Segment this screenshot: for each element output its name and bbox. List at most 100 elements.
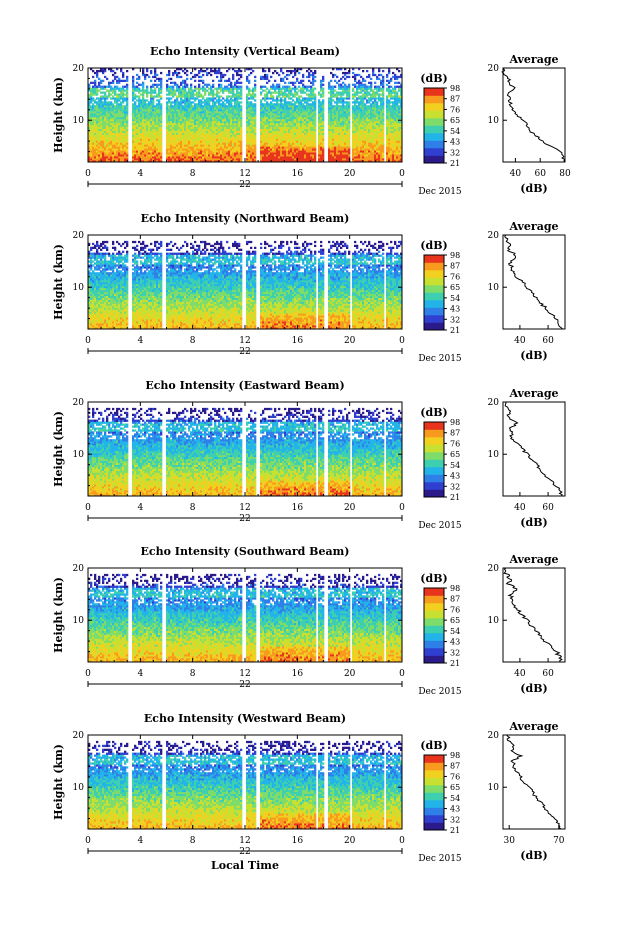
heatmap-cell bbox=[96, 109, 99, 112]
heatmap-cell bbox=[274, 126, 277, 130]
heatmap-cell bbox=[264, 93, 267, 96]
heatmap-cell bbox=[296, 107, 299, 110]
heatmap-cell bbox=[200, 122, 203, 126]
heatmap-cell bbox=[96, 69, 99, 73]
heatmap-cell bbox=[250, 115, 253, 118]
heatmap-cell bbox=[232, 158, 235, 161]
heatmap-cell bbox=[186, 73, 189, 77]
heatmap-cell bbox=[146, 69, 149, 73]
heatmap-cell bbox=[272, 113, 275, 116]
heatmap-cell bbox=[90, 130, 93, 133]
heatmap-cell bbox=[94, 109, 97, 112]
heatmap-cell bbox=[296, 111, 299, 114]
heatmap-cell bbox=[288, 95, 291, 98]
heatmap-cell bbox=[192, 116, 195, 120]
heatmap-cell bbox=[340, 124, 343, 128]
heatmap-cell bbox=[198, 105, 201, 108]
heatmap-cell bbox=[312, 77, 315, 81]
heatmap-cell bbox=[250, 118, 253, 122]
heatmap-cell bbox=[134, 152, 137, 155]
heatmap-cell bbox=[342, 144, 345, 147]
heatmap-cell bbox=[264, 136, 267, 139]
heatmap-cell bbox=[144, 152, 147, 155]
heatmap-cell bbox=[120, 138, 123, 141]
heatmap-cell bbox=[140, 130, 143, 133]
heatmap-cell bbox=[176, 120, 179, 124]
heatmap-cell bbox=[280, 120, 283, 124]
heatmap-cell bbox=[276, 126, 279, 130]
heatmap-cell bbox=[148, 128, 151, 131]
heatmap-cell bbox=[92, 107, 95, 110]
heatmap-cell bbox=[352, 152, 355, 155]
heatmap-cell bbox=[342, 126, 345, 130]
heatmap-cell bbox=[236, 71, 239, 75]
heatmap-cell bbox=[174, 158, 177, 161]
heatmap-cell bbox=[158, 148, 161, 151]
heatmap-cell bbox=[322, 77, 325, 81]
heatmap-cell bbox=[172, 146, 175, 149]
heatmap-cell bbox=[190, 150, 193, 153]
heatmap-cell bbox=[144, 136, 147, 139]
heatmap-cell bbox=[172, 148, 175, 151]
heatmap-cell bbox=[142, 111, 145, 114]
heatmap-cell bbox=[336, 146, 339, 149]
heatmap-cell bbox=[346, 89, 349, 92]
heatmap-cell bbox=[328, 130, 331, 133]
heatmap-cell bbox=[352, 116, 355, 120]
heatmap-cell bbox=[262, 148, 265, 151]
heatmap-cell bbox=[304, 150, 307, 153]
heatmap-cell bbox=[236, 160, 239, 163]
heatmap-cell bbox=[220, 130, 223, 133]
heatmap-cell bbox=[254, 105, 257, 108]
heatmap-cell bbox=[360, 126, 363, 130]
heatmap-cell bbox=[300, 132, 303, 135]
heatmap-cell bbox=[230, 116, 233, 120]
heatmap-cell bbox=[222, 118, 225, 122]
heatmap-cell bbox=[342, 156, 345, 159]
heatmap-cell bbox=[210, 148, 213, 151]
heatmap-cell bbox=[168, 158, 171, 161]
heatmap-cell bbox=[144, 154, 147, 157]
heatmap-cell bbox=[358, 95, 361, 98]
heatmap-cell bbox=[210, 99, 213, 102]
heatmap-cell bbox=[280, 132, 283, 135]
heatmap-cell bbox=[142, 154, 145, 157]
heatmap-cell bbox=[114, 107, 117, 110]
heatmap-cell bbox=[154, 134, 157, 137]
heatmap-cell bbox=[298, 68, 301, 71]
heatmap-cell bbox=[352, 148, 355, 151]
heatmap-cell bbox=[330, 103, 333, 106]
heatmap-cell bbox=[98, 136, 101, 139]
heatmap-cell bbox=[286, 95, 289, 98]
heatmap-cell bbox=[290, 116, 293, 120]
heatmap-cell bbox=[112, 124, 115, 128]
heatmap-cell bbox=[360, 111, 363, 114]
heatmap-cell bbox=[214, 115, 217, 118]
heatmap-cell bbox=[140, 146, 143, 149]
heatmap-cell bbox=[276, 97, 279, 100]
heatmap-cell bbox=[260, 115, 263, 118]
heatmap-cell bbox=[214, 111, 217, 114]
heatmap-cell bbox=[362, 132, 365, 135]
heatmap-cell bbox=[218, 142, 221, 145]
heatmap-cell bbox=[232, 85, 235, 88]
heatmap-cell bbox=[274, 146, 277, 149]
heatmap-cell bbox=[186, 103, 189, 106]
heatmap-cell bbox=[166, 111, 169, 114]
heatmap-cell bbox=[222, 134, 225, 137]
heatmap-cell bbox=[236, 158, 239, 161]
heatmap-cell bbox=[228, 77, 231, 81]
heatmap-cell bbox=[278, 113, 281, 116]
heatmap-cell bbox=[220, 152, 223, 155]
heatmap-cell bbox=[192, 136, 195, 139]
heatmap-cell bbox=[112, 134, 115, 137]
heatmap-cell bbox=[206, 148, 209, 151]
heatmap-cell bbox=[276, 144, 279, 147]
heatmap-cell bbox=[340, 93, 343, 96]
heatmap-cell bbox=[348, 85, 351, 88]
heatmap-cell bbox=[332, 115, 335, 118]
heatmap-cell bbox=[254, 138, 257, 141]
heatmap-cell bbox=[260, 150, 263, 153]
heatmap-cell bbox=[332, 126, 335, 130]
heatmap-cell bbox=[196, 113, 199, 116]
